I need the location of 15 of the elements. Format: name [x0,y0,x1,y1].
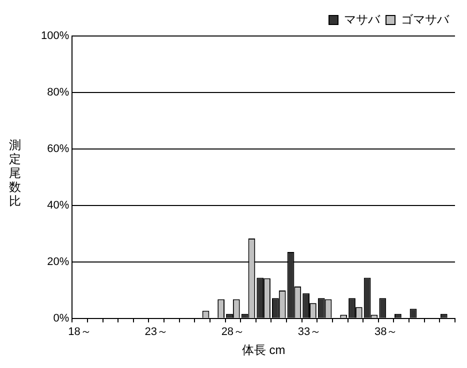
x-tick-label: 38～ [374,326,398,338]
y-tick-label: 100% [40,30,70,42]
x-tick-label: 18～ [68,326,92,338]
x-tick-label: 28～ [221,326,245,338]
y-tick-label: 40% [47,199,70,212]
x-tick-label: 23～ [144,326,168,338]
legend-label: マサバ [344,12,381,26]
y-tick-label: 80% [47,86,70,99]
y-tick-label: 20% [47,256,70,268]
y-tick-label: 0% [53,312,70,324]
y-tick-label: 60% [47,142,70,155]
x-tick-label: 33～ [298,326,322,338]
x-axis-title: 体長 cm [242,343,286,358]
legend-label: ゴマサバ [401,12,450,26]
y-axis-title: 測定尾数比 [8,138,22,208]
